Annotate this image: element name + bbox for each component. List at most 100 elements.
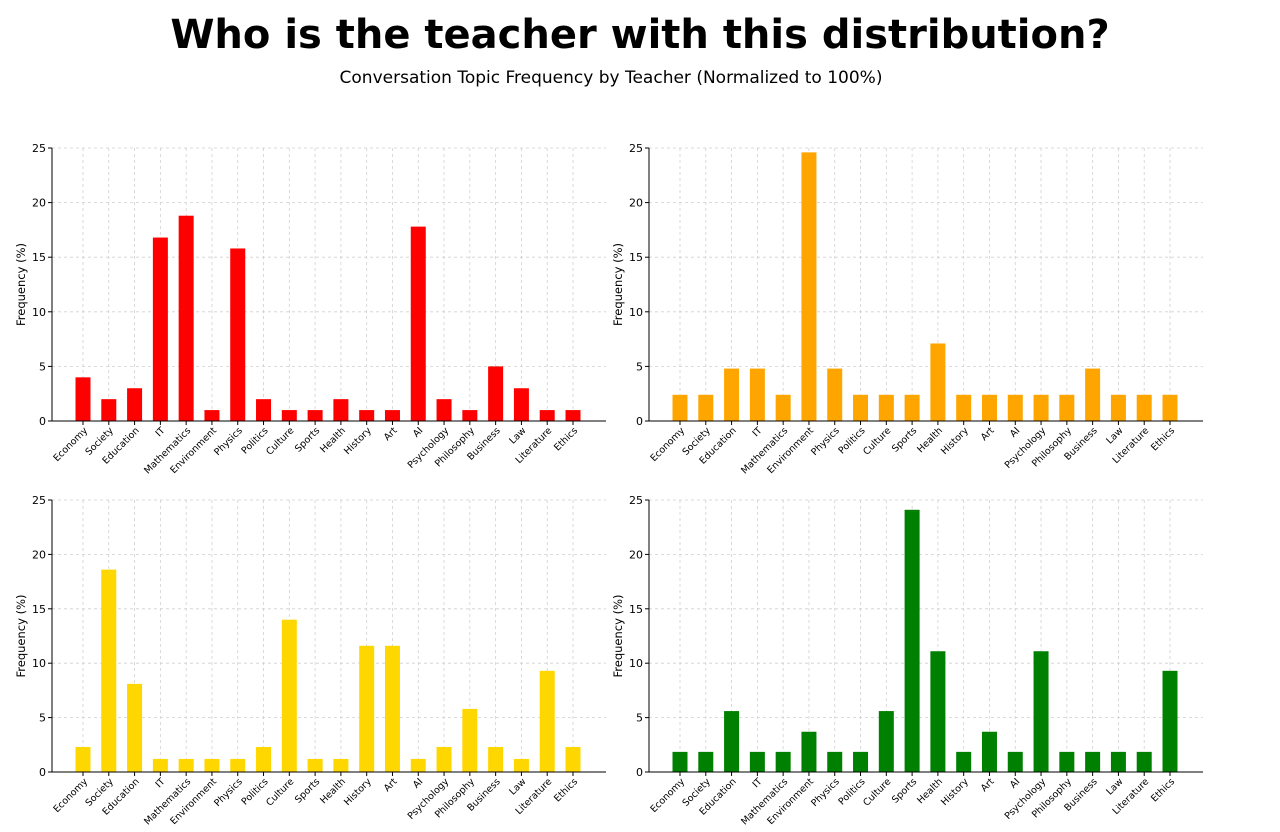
x-tick-label: Sports [293, 776, 322, 805]
x-tick-label: AI [411, 776, 425, 790]
x-tick-label: History [939, 425, 971, 457]
y-tick-label: 15 [32, 603, 46, 616]
bar-philosophy [462, 708, 478, 772]
bar-philosophy [462, 410, 478, 421]
bar-culture [878, 394, 894, 421]
bar-business [488, 746, 504, 772]
bar-society [101, 399, 117, 421]
y-tick-label: 5 [636, 712, 643, 725]
bar-business [488, 366, 504, 421]
x-tick-label: IT [751, 776, 765, 790]
x-tick-label: Law [1104, 425, 1125, 446]
x-tick-label: Culture [861, 776, 893, 808]
y-tick-label: 15 [32, 251, 46, 264]
x-tick-label: Economy [648, 425, 687, 464]
bar-it [152, 237, 168, 421]
bar-environment [801, 152, 817, 422]
bar-ethics [1162, 670, 1178, 772]
y-tick-label: 25 [32, 494, 46, 507]
bar-culture [281, 619, 297, 772]
bar-mathematics [775, 394, 791, 421]
x-tick-label: Art [979, 425, 997, 443]
x-tick-label: IT [751, 425, 765, 439]
bar-culture [878, 711, 894, 772]
bar-health [930, 651, 946, 772]
bar-mathematics [178, 758, 194, 772]
y-tick-label: 0 [39, 766, 46, 779]
bar-history [359, 645, 375, 772]
y-tick-label: 25 [629, 142, 643, 155]
y-axis-label: Frequency (%) [14, 595, 28, 678]
bar-art [981, 394, 997, 421]
bar-sports [307, 758, 323, 772]
bar-physics [827, 751, 843, 772]
bar-environment [204, 410, 220, 421]
y-tick-label: 10 [32, 657, 46, 670]
y-tick-label: 0 [39, 415, 46, 428]
y-tick-label: 0 [636, 415, 643, 428]
bar-health [930, 343, 946, 421]
bar-psychology [1033, 394, 1049, 421]
x-tick-label: Ethics [552, 776, 580, 804]
x-tick-label: Culture [264, 776, 296, 808]
bar-history [956, 394, 972, 421]
y-tick-label: 15 [629, 603, 643, 616]
bar-art [981, 731, 997, 772]
y-tick-label: 25 [629, 494, 643, 507]
bar-history [956, 751, 972, 772]
x-tick-label: Art [382, 776, 400, 794]
bar-ethics [565, 410, 581, 421]
bar-society [698, 394, 714, 421]
bar-economy [672, 751, 688, 772]
y-tick-label: 20 [32, 197, 46, 210]
bar-society [698, 751, 714, 772]
x-tick-label: Law [507, 776, 528, 797]
bar-politics [853, 394, 869, 421]
y-axis-label: Frequency (%) [611, 595, 625, 678]
bar-sports [904, 509, 920, 772]
bar-mathematics [178, 215, 194, 421]
x-tick-label: Art [382, 425, 400, 443]
y-tick-label: 20 [32, 548, 46, 561]
bar-literature [539, 670, 555, 772]
bar-environment [204, 758, 220, 772]
bar-education [724, 368, 740, 421]
bar-physics [230, 758, 246, 772]
bar-law [513, 388, 529, 421]
x-tick-label: Sports [890, 776, 919, 805]
y-tick-label: 10 [629, 306, 643, 319]
x-tick-label: Physics [212, 776, 245, 809]
y-tick-label: 20 [629, 197, 643, 210]
bar-law [513, 758, 529, 772]
bar-mathematics [775, 751, 791, 772]
x-tick-label: Physics [809, 425, 842, 458]
y-tick-label: 15 [629, 251, 643, 264]
x-tick-label: AI [1008, 776, 1022, 790]
y-tick-label: 20 [629, 548, 643, 561]
bar-philosophy [1059, 751, 1075, 772]
x-tick-label: IT [154, 776, 168, 790]
bar-philosophy [1059, 394, 1075, 421]
bar-culture [281, 410, 297, 421]
bar-law [1110, 751, 1126, 772]
x-tick-label: Sports [293, 425, 322, 454]
bar-ai [1007, 751, 1023, 772]
chart-main-title: Who is the teacher with this distributio… [170, 12, 1110, 58]
bar-education [127, 388, 143, 421]
chart-subtitle: Conversation Topic Frequency by Teacher … [339, 68, 883, 88]
bar-art [384, 410, 400, 421]
bar-politics [256, 746, 272, 772]
bar-politics [256, 399, 272, 421]
x-tick-label: Ethics [1149, 425, 1177, 453]
x-tick-label: Art [979, 776, 997, 794]
bar-physics [230, 248, 246, 421]
x-tick-label: Ethics [1149, 776, 1177, 804]
bar-economy [75, 377, 91, 421]
bar-business [1085, 368, 1101, 421]
y-tick-label: 0 [636, 766, 643, 779]
